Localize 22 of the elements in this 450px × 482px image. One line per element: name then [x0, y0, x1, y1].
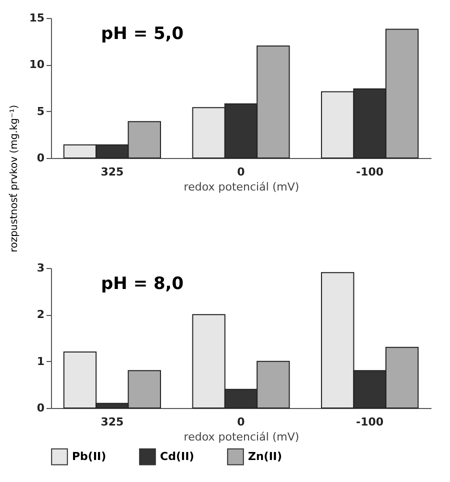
legend-label: Pb(II)	[72, 450, 106, 463]
y-tick-label: 2	[36, 308, 44, 322]
x-tick-label: 325	[100, 166, 124, 178]
x-tick-label: -100	[356, 166, 384, 178]
x-tick-label: 0	[237, 416, 246, 428]
x-tick-label: -100	[356, 416, 384, 428]
annotation: pH = 8,0	[101, 274, 184, 294]
y-tick-label: 15	[29, 12, 44, 24]
y-tick-label: 0	[36, 402, 45, 414]
y-tick-label: 5	[36, 104, 44, 118]
y-tick-label: 0	[36, 152, 45, 164]
legend-label: Cd(II)	[160, 450, 194, 463]
y-tick-label: 1	[36, 354, 44, 368]
y-axis-title: rozpustnosť prvkov (mg.kg⁻¹)	[8, 104, 20, 252]
x-tick-label: 325	[100, 416, 124, 428]
x-tick-label: 0	[237, 166, 246, 178]
x-axis-title: redox potenciál (mV)	[184, 180, 300, 194]
legend-label: Zn(II)	[248, 450, 282, 463]
x-axis-title: redox potenciál (mV)	[184, 430, 300, 444]
annotation: pH = 5,0	[101, 24, 184, 44]
y-tick-label: 10	[29, 58, 45, 72]
y-tick-label: 3	[36, 262, 44, 274]
